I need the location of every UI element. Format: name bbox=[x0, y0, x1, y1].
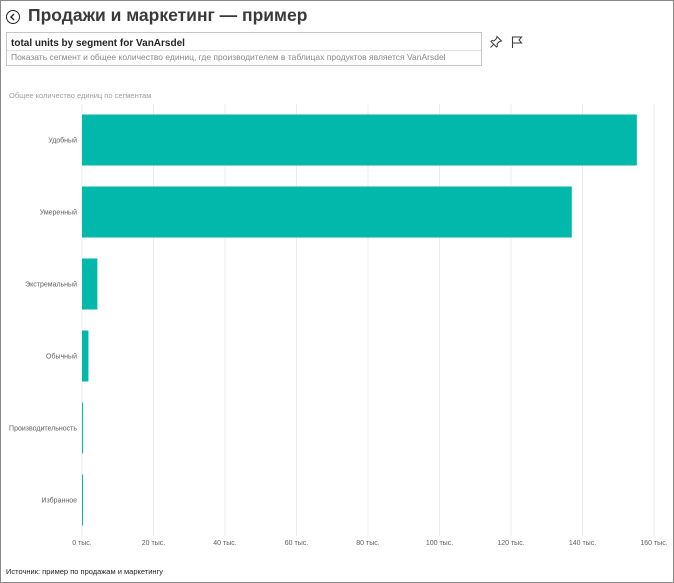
x-tick-label: 80 тыс. bbox=[356, 540, 379, 547]
page-title: Продажи и маркетинг — пример bbox=[28, 5, 308, 25]
qa-question-input[interactable] bbox=[11, 36, 477, 50]
chart-title: Общее количество единиц по сегментам bbox=[9, 91, 152, 100]
bar[interactable] bbox=[82, 474, 83, 526]
x-tick-label: 160 тыс. bbox=[640, 540, 667, 547]
arrow-left-icon bbox=[10, 13, 15, 21]
qa-divider bbox=[7, 50, 481, 51]
x-tick-label: 40 тыс. bbox=[213, 540, 236, 547]
x-tick-label: 120 тыс. bbox=[497, 540, 524, 547]
category-label: Избранное bbox=[42, 497, 78, 505]
back-button[interactable] bbox=[6, 10, 20, 24]
category-label: Умеренный bbox=[40, 209, 77, 217]
category-label: Экстремальный bbox=[25, 281, 77, 289]
category-label: Обычный bbox=[46, 353, 77, 361]
bar-chart: 0 тыс. 20 тыс. 40 тыс. 60 тыс. 80 тыс. 100 ты… bbox=[9, 104, 668, 547]
bar[interactable] bbox=[82, 330, 89, 382]
qa-restatement: Показать сегмент и общее количество един… bbox=[11, 52, 446, 62]
category-label: Производительность bbox=[9, 426, 77, 433]
x-tick-label: 0 тыс. bbox=[72, 540, 92, 547]
bar[interactable] bbox=[82, 402, 84, 454]
qa-box[interactable]: Показать сегмент и общее количество един… bbox=[6, 32, 482, 66]
bar[interactable] bbox=[82, 258, 98, 310]
bar[interactable] bbox=[82, 114, 637, 166]
pin-icon[interactable] bbox=[489, 34, 503, 48]
x-tick-label: 20 тыс. bbox=[142, 540, 165, 547]
x-tick-label: 60 тыс. bbox=[285, 540, 308, 547]
flag-icon[interactable] bbox=[510, 34, 524, 48]
category-label: Удобный bbox=[48, 137, 77, 145]
source-note: Источник: пример по продажам и маркетинг… bbox=[6, 567, 164, 576]
x-tick-label: 100 тыс. bbox=[426, 540, 453, 547]
x-tick-label: 140 тыс. bbox=[569, 540, 596, 547]
bar[interactable] bbox=[82, 186, 572, 238]
